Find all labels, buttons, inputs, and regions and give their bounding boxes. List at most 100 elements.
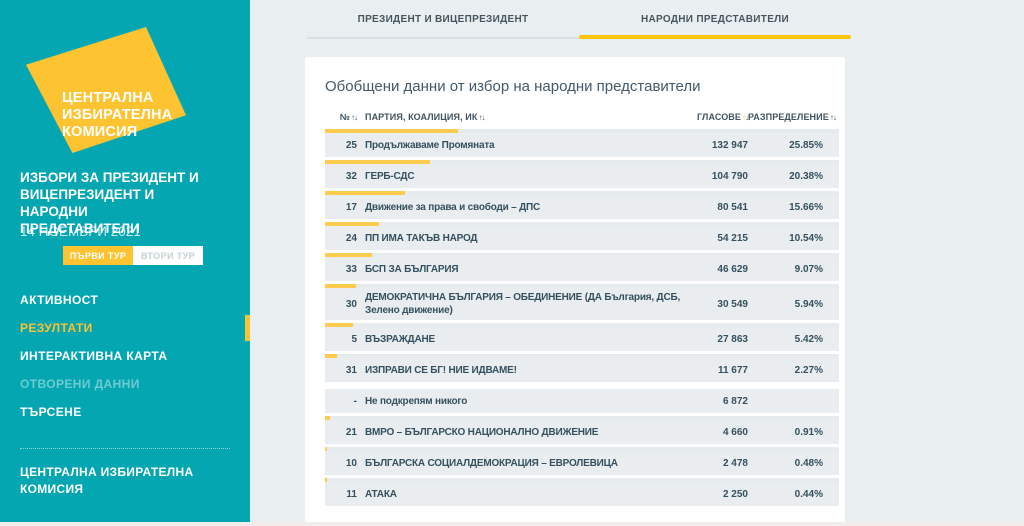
sidebar-menu-item-label: ОТВОРЕНИ ДАННИ <box>20 377 140 391</box>
column-header-number[interactable]: №↑↓ <box>339 112 358 122</box>
cell-party-name: АТАКА <box>365 488 397 500</box>
table-row[interactable]: 21 ВМРО – БЪЛГАРСКО НАЦИОНАЛНО ДВИЖЕНИЕ … <box>325 415 839 444</box>
tab-underline <box>307 37 579 39</box>
cell-party-name: ДЕМОКРАТИЧНА БЪЛГАРИЯ – ОБЕДИНЕНИЕ (ДА Б… <box>365 292 681 316</box>
result-bar-fill <box>325 221 380 226</box>
election-date: 14 НОЕМВРИ 2021 <box>20 224 141 239</box>
result-bar <box>325 283 839 288</box>
table-row[interactable]: 10 БЪЛГАРСКА СОЦИАЛДЕМОКРАЦИЯ – ЕВРОЛЕВИ… <box>325 446 839 475</box>
cell-percent: 20.38% <box>789 170 823 182</box>
result-bar-track <box>325 128 839 133</box>
result-bar-track <box>325 159 839 164</box>
table-row[interactable]: 11 АТАКА 2 250 0.44% <box>325 477 839 506</box>
page-title: Обобщени данни от избор на народни предс… <box>325 78 701 95</box>
result-bar-fill <box>325 252 372 257</box>
result-bar <box>325 128 839 133</box>
cell-party-number: 32 <box>345 170 357 182</box>
sort-icon[interactable]: ↑↓ <box>351 113 358 122</box>
result-bar <box>325 322 839 327</box>
cell-party-number: 21 <box>345 426 357 438</box>
sidebar-menu-item-label: РЕЗУЛТАТИ <box>20 321 93 335</box>
cell-percent: 5.94% <box>794 298 823 310</box>
cell-percent: 10.54% <box>789 232 823 244</box>
result-bar-track <box>325 477 839 482</box>
cell-votes: 80 541 <box>717 201 748 213</box>
column-header-distribution[interactable]: РАЗПРЕДЕЛЕНИЕ↑↓ <box>748 112 837 122</box>
table-row[interactable]: 31 ИЗПРАВИ СЕ БГ! НИЕ ИДВАМЕ! 11 677 2.2… <box>325 353 839 382</box>
table-row[interactable]: 33 БСП ЗА БЪЛГАРИЯ 46 629 9.07% <box>325 252 839 281</box>
table-row[interactable]: 32 ГЕРБ-СДС 104 790 20.38% <box>325 159 839 188</box>
cell-votes: 104 790 <box>711 170 748 182</box>
table-row[interactable]: 30 ДЕМОКРАТИЧНА БЪЛГАРИЯ – ОБЕДИНЕНИЕ (Д… <box>325 283 839 320</box>
cell-percent: 9.07% <box>794 263 823 275</box>
results-table: 25 Продължаваме Промяната 132 947 25.85%… <box>325 128 839 506</box>
sidebar-menu-item-label: АКТИВНОСТ <box>20 293 99 307</box>
cell-party-name: ПП ИМА ТАКЪВ НАРОД <box>365 232 478 244</box>
tab[interactable]: ПРЕЗИДЕНТ И ВИЦЕПРЕЗИДЕНТ <box>307 0 579 39</box>
cell-party-name: ГЕРБ-СДС <box>365 170 415 182</box>
sidebar-menu-item[interactable]: ТЪРСЕНЕ <box>20 398 250 426</box>
cik-logo-text: ЦЕНТРАЛНА ИЗБИРАТЕЛНА КОМИСИЯ <box>62 90 173 140</box>
cell-votes: 11 677 <box>717 364 748 376</box>
table-row[interactable]: 17 Движение за права и свободи – ДПС 80 … <box>325 190 839 219</box>
table-row[interactable]: 25 Продължаваме Промяната 132 947 25.85% <box>325 128 839 157</box>
result-bar-fill <box>325 283 356 288</box>
result-bar-fill <box>325 353 337 358</box>
sidebar-menu-item[interactable]: РЕЗУЛТАТИ <box>20 314 250 342</box>
cell-votes: 2 478 <box>722 457 748 469</box>
active-menu-marker-icon <box>245 315 250 341</box>
column-header-votes[interactable]: ГЛАСОВЕ↑↓ <box>697 112 749 122</box>
sidebar-menu-item-label: ТЪРСЕНЕ <box>20 405 82 419</box>
sidebar-menu-item-label: ИНТЕРАКТИВНА КАРТА <box>20 349 168 363</box>
result-bar-fill <box>325 190 406 195</box>
result-bar-track <box>325 283 839 288</box>
cell-percent: 0.44% <box>794 488 823 500</box>
cell-party-name: ИЗПРАВИ СЕ БГ! НИЕ ИДВАМЕ! <box>365 364 517 376</box>
result-bar <box>325 252 839 257</box>
tab-label: НАРОДНИ ПРЕДСТАВИТЕЛИ <box>641 14 789 25</box>
result-bar-track <box>325 322 839 327</box>
result-bar <box>325 159 839 164</box>
sidebar-menu-item[interactable]: ОТВОРЕНИ ДАННИ <box>20 370 250 398</box>
table-header: №↑↓ ПАРТИЯ, КОАЛИЦИЯ, ИК↑↓ ГЛАСОВЕ↑↓ РАЗ… <box>325 112 839 122</box>
sidebar-footer-link[interactable]: ЦЕНТРАЛНА ИЗБИРАТЕЛНА КОМИСИЯ <box>20 465 194 496</box>
first-round-button[interactable]: ПЪРВИ ТУР <box>63 246 133 265</box>
result-bar <box>325 221 839 226</box>
sidebar-divider <box>20 448 230 449</box>
cell-percent: 25.85% <box>789 139 823 151</box>
result-bar-track <box>325 252 839 257</box>
sidebar-menu-item[interactable]: ИНТЕРАКТИВНА КАРТА <box>20 342 250 370</box>
tab[interactable]: НАРОДНИ ПРЕДСТАВИТЕЛИ <box>579 0 851 39</box>
sort-icon[interactable]: ↑↓ <box>478 113 485 122</box>
cell-votes: 6 872 <box>722 395 748 407</box>
cell-percent: 2.27% <box>794 364 823 376</box>
cell-votes: 4 660 <box>722 426 748 438</box>
tabs: ПРЕЗИДЕНТ И ВИЦЕПРЕЗИДЕНТ НАРОДНИ ПРЕДСТ… <box>307 0 851 39</box>
sort-icon[interactable]: ↑↓ <box>742 113 749 122</box>
horizontal-scrollbar[interactable] <box>0 522 1024 526</box>
result-bar-track <box>325 446 839 451</box>
cell-party-number: 33 <box>345 263 357 275</box>
cell-party-number: 10 <box>345 457 357 469</box>
result-bar-track <box>325 221 839 226</box>
cell-votes: 27 863 <box>717 333 748 345</box>
second-round-button[interactable]: ВТОРИ ТУР <box>133 246 203 265</box>
cell-votes: 46 629 <box>717 263 748 275</box>
result-bar <box>325 415 839 420</box>
cell-party-name: Продължаваме Промяната <box>365 139 495 151</box>
sidebar-menu-item[interactable]: АКТИВНОСТ <box>20 286 250 314</box>
result-bar-fill <box>325 446 328 451</box>
cell-percent: 15.66% <box>789 201 823 213</box>
table-row[interactable]: 5 ВЪЗРАЖДАНЕ 27 863 5.42% <box>325 322 839 351</box>
table-row[interactable]: - Не подкрепям никого 6 872 <box>325 384 839 413</box>
table-row[interactable]: 24 ПП ИМА ТАКЪВ НАРОД 54 215 10.54% <box>325 221 839 250</box>
cell-party-name: Не подкрепям никого <box>365 395 468 407</box>
sort-icon[interactable]: ↑↓ <box>829 113 837 122</box>
result-bar-fill <box>325 322 353 327</box>
column-header-party[interactable]: ПАРТИЯ, КОАЛИЦИЯ, ИК↑↓ <box>365 112 485 122</box>
cell-party-number: 24 <box>345 232 357 244</box>
result-bar <box>325 477 839 482</box>
result-bar-fill <box>325 415 330 420</box>
result-bar-track <box>325 415 839 420</box>
cell-party-name: БЪЛГАРСКА СОЦИАЛДЕМОКРАЦИЯ – ЕВРОЛЕВИЦА <box>365 457 618 469</box>
